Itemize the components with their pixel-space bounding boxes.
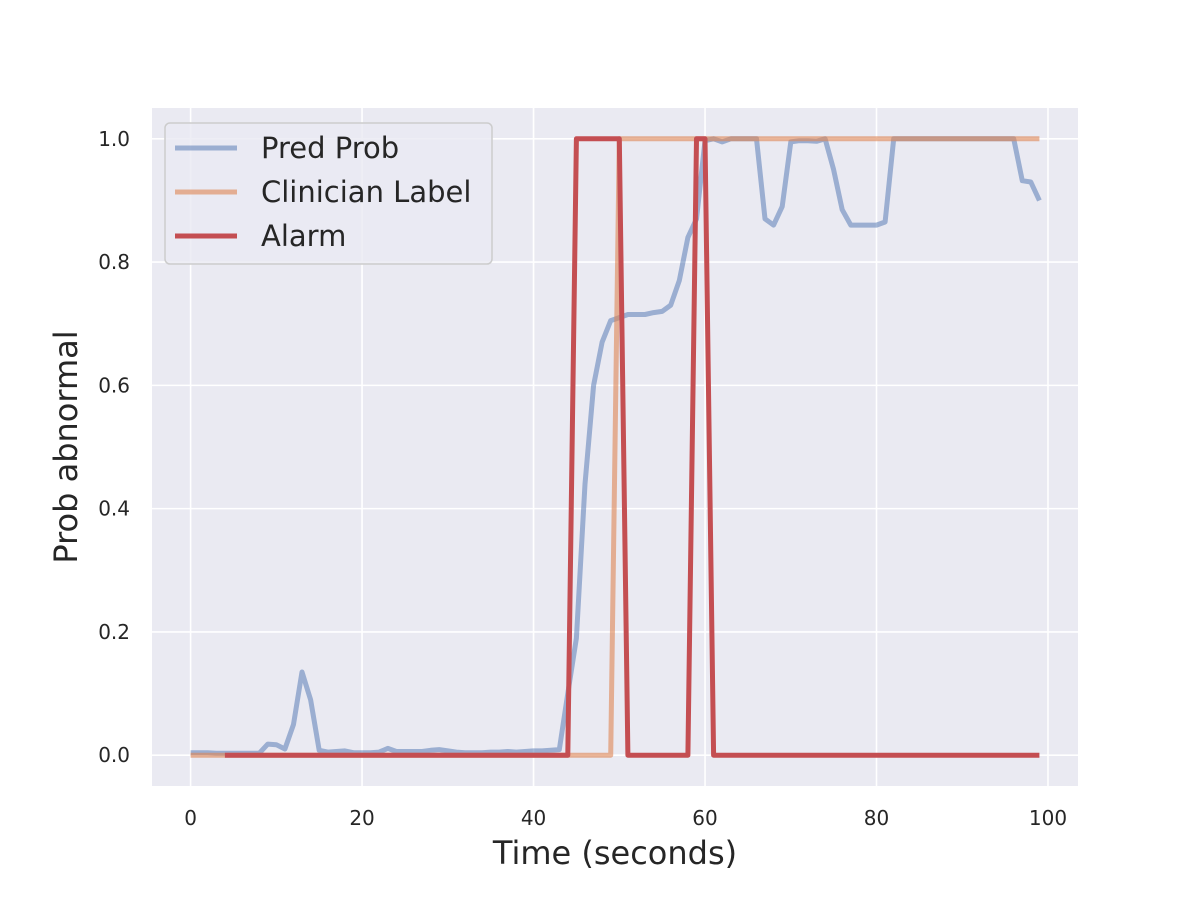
legend-label-clinician-label: Clinician Label [261,175,471,209]
y-tick-label: 0.8 [98,250,130,274]
y-tick-label: 0.4 [98,497,130,521]
x-tick-label: 40 [521,806,546,830]
x-tick-label: 20 [349,806,374,830]
y-tick-label: 0.0 [98,743,130,767]
x-tick-label: 60 [692,806,717,830]
y-tick-label: 0.2 [98,620,130,644]
x-tick-label: 80 [864,806,889,830]
series-layer [190,136,1042,758]
y-tick-label: 0.6 [98,373,130,397]
x-tick-label: 100 [1029,806,1067,830]
x-axis-label: Time (seconds) [492,834,737,872]
legend-label-alarm: Alarm [261,219,346,253]
y-axis-label: Prob abnormal [47,330,85,563]
series-line-alarm [224,136,1040,758]
legend: Pred Prob Clinician Label Alarm [164,122,493,265]
tick-labels: 0 20 40 60 80 100 0.0 0.2 0.4 0.6 0.8 1.0 [98,127,1067,830]
legend-box [164,122,493,265]
y-tick-label: 1.0 [98,127,130,151]
legend-label-pred-prob: Pred Prob [261,131,399,165]
x-tick-label: 0 [184,806,197,830]
